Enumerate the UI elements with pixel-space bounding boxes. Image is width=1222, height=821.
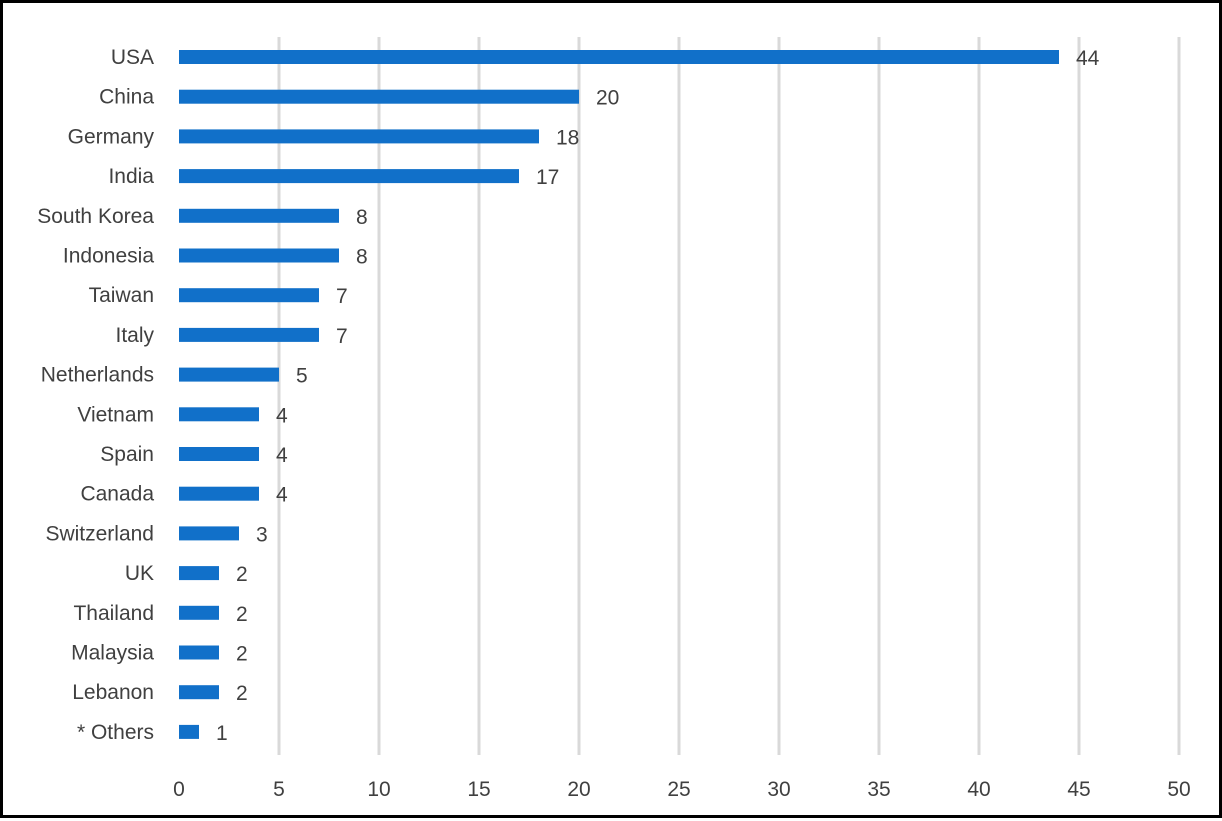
bar: [179, 129, 539, 144]
category-label: Italy: [115, 324, 154, 347]
bar: [179, 89, 579, 104]
data-label: 1: [216, 722, 228, 745]
category-label: Netherlands: [41, 364, 154, 387]
x-tick-label: 5: [273, 778, 285, 801]
data-label: 8: [356, 246, 368, 269]
data-label: 3: [256, 523, 268, 546]
category-label: South Korea: [37, 205, 154, 228]
bar: [179, 208, 339, 223]
x-tick-label: 45: [1067, 778, 1090, 801]
data-label: 7: [336, 285, 348, 308]
category-label: China: [99, 86, 154, 109]
category-label: USA: [111, 46, 154, 69]
x-tick-label: 30: [767, 778, 790, 801]
bars: [179, 50, 1059, 739]
x-tick-label: 20: [567, 778, 590, 801]
x-tick-label: 50: [1167, 778, 1190, 801]
category-label: India: [108, 165, 154, 188]
category-label: Thailand: [73, 602, 154, 625]
category-label: Indonesia: [63, 245, 154, 268]
data-label: 2: [236, 563, 248, 586]
x-tick-label: 35: [867, 778, 890, 801]
x-tick-label: 40: [967, 778, 990, 801]
data-label: 2: [236, 643, 248, 666]
category-label: Canada: [80, 483, 154, 506]
data-label: 20: [596, 87, 619, 110]
bar: [179, 447, 259, 461]
bar: [179, 605, 219, 620]
gridlines: [277, 37, 1181, 755]
data-label: 8: [356, 206, 368, 229]
data-label: 4: [276, 484, 288, 507]
data-label: 44: [1076, 47, 1100, 70]
bar: [179, 526, 239, 541]
bar-chart: USA China Germany India South Korea Indonesia…: [37, 37, 1191, 801]
x-tick-label: 0: [173, 778, 185, 801]
x-tick-label: 15: [467, 778, 490, 801]
category-label: Taiwan: [89, 284, 154, 307]
bar: [179, 288, 319, 303]
bar: [179, 486, 259, 501]
x-tick-label: 25: [667, 778, 690, 801]
data-label: 5: [296, 365, 308, 388]
x-axis-ticks: 0 5 10 15 20 25 30 35 40 45 50: [173, 778, 1191, 801]
data-label: 4: [276, 444, 288, 467]
bar: [179, 645, 219, 660]
data-label: 2: [236, 682, 248, 705]
category-label: * Others: [77, 721, 154, 744]
bar: [179, 327, 319, 342]
data-label: 17: [536, 166, 559, 189]
bar: [179, 724, 199, 739]
category-label: Spain: [100, 443, 154, 466]
category-label: Malaysia: [71, 642, 154, 665]
category-label: UK: [125, 562, 154, 585]
bar: [179, 367, 279, 382]
data-label: 2: [236, 603, 248, 626]
bar: [179, 407, 259, 422]
bar: [179, 566, 219, 581]
bar: [179, 169, 519, 184]
bar: [179, 685, 219, 700]
category-label: Germany: [68, 125, 155, 148]
category-label: Lebanon: [72, 681, 154, 704]
x-tick-label: 10: [367, 778, 390, 801]
bar: [179, 50, 1059, 64]
category-label: Switzerland: [45, 522, 154, 545]
bar: [179, 248, 339, 263]
category-label: Vietnam: [77, 403, 154, 426]
y-axis-labels: USA China Germany India South Korea Indonesia…: [37, 46, 154, 744]
data-label: 4: [276, 404, 288, 427]
data-label: 7: [336, 325, 348, 348]
data-label: 18: [556, 126, 579, 149]
